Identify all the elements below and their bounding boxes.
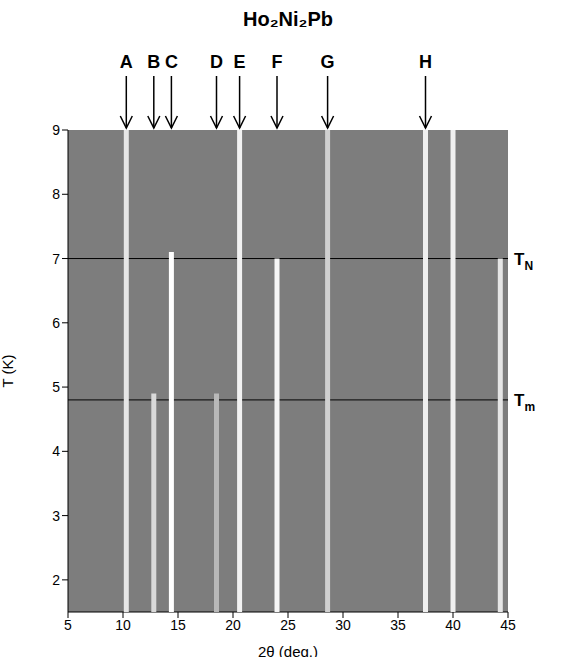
svg-text:35: 35 bbox=[390, 617, 406, 633]
svg-text:E: E bbox=[234, 52, 246, 72]
svg-text:5: 5 bbox=[64, 617, 72, 633]
svg-text:Tm: Tm bbox=[514, 391, 535, 414]
svg-text:2: 2 bbox=[52, 572, 60, 588]
svg-text:5: 5 bbox=[52, 379, 60, 395]
svg-text:D: D bbox=[210, 52, 223, 72]
svg-text:40: 40 bbox=[445, 617, 461, 633]
svg-text:10: 10 bbox=[115, 617, 131, 633]
svg-text:C: C bbox=[165, 52, 178, 72]
svg-text:G: G bbox=[321, 52, 335, 72]
svg-text:B: B bbox=[147, 52, 160, 72]
svg-text:2θ (deg.): 2θ (deg.) bbox=[258, 643, 318, 657]
svg-text:H: H bbox=[419, 52, 432, 72]
svg-text:9: 9 bbox=[52, 122, 60, 138]
svg-text:30: 30 bbox=[335, 617, 351, 633]
svg-text:7: 7 bbox=[52, 251, 60, 267]
svg-text:20: 20 bbox=[225, 617, 241, 633]
svg-text:6: 6 bbox=[52, 315, 60, 331]
svg-text:T (K): T (K) bbox=[0, 354, 16, 387]
svg-text:45: 45 bbox=[500, 617, 516, 633]
svg-text:F: F bbox=[272, 52, 283, 72]
svg-text:25: 25 bbox=[280, 617, 296, 633]
svg-text:3: 3 bbox=[52, 508, 60, 524]
svg-text:4: 4 bbox=[52, 443, 60, 459]
svg-text:15: 15 bbox=[170, 617, 186, 633]
svg-text:8: 8 bbox=[52, 186, 60, 202]
svg-text:Ho₂Ni₂Pb: Ho₂Ni₂Pb bbox=[243, 8, 333, 30]
svg-text:TN: TN bbox=[514, 250, 533, 273]
svg-text:A: A bbox=[120, 52, 133, 72]
